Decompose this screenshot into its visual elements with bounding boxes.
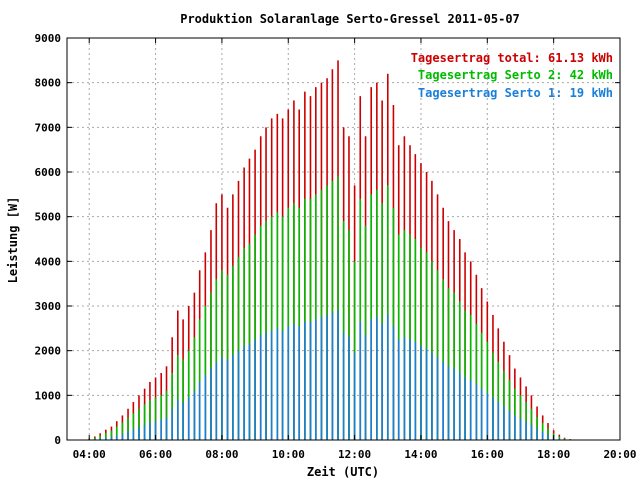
legend: Tagesertrag total: 61.13 kWh Tagesertrag… [411,51,613,100]
plot-frame [66,37,621,441]
y-axis-label: Leistung [W] [6,197,20,284]
x-tick-label: 18:00 [537,448,570,461]
x-tick-label: 12:00 [338,448,371,461]
legend-entry-total: Tagesertrag total: 61.13 kWh [411,51,613,65]
y-tick-label: 1000 [35,389,62,402]
y-tick-label: 4000 [35,255,62,268]
bars-layer [88,60,572,440]
ticks-layer: 0 1000 2000 3000 4000 5000 6000 7000 8000 9000 04:… [35,32,637,461]
x-tick-label: 06:00 [139,448,172,461]
y-tick-label: 7000 [35,121,62,134]
chart-title: Produktion Solaranlage Serto-Gressel 201… [180,12,520,26]
x-tick-label: 10:00 [272,448,305,461]
y-tick-label: 0 [54,434,61,447]
y-tick-label: 8000 [35,77,62,90]
x-tick-label: 08:00 [205,448,238,461]
x-tick-label: 20:00 [603,448,636,461]
y-tick-label: 9000 [35,32,62,45]
x-tick-label: 04:00 [73,448,106,461]
x-tick-label: 14:00 [404,448,437,461]
x-tick-label: 16:00 [471,448,504,461]
y-tick-label: 6000 [35,166,62,179]
legend-entry-serto1: Tagesertrag Serto 1: 19 kWh [418,86,613,100]
y-tick-label: 5000 [35,211,62,224]
y-tick-label: 3000 [35,300,62,313]
legend-entry-serto2: Tagesertrag Serto 2: 42 kWh [418,68,613,82]
y-tick-label: 2000 [35,345,62,358]
x-axis-label: Zeit (UTC) [307,465,379,479]
